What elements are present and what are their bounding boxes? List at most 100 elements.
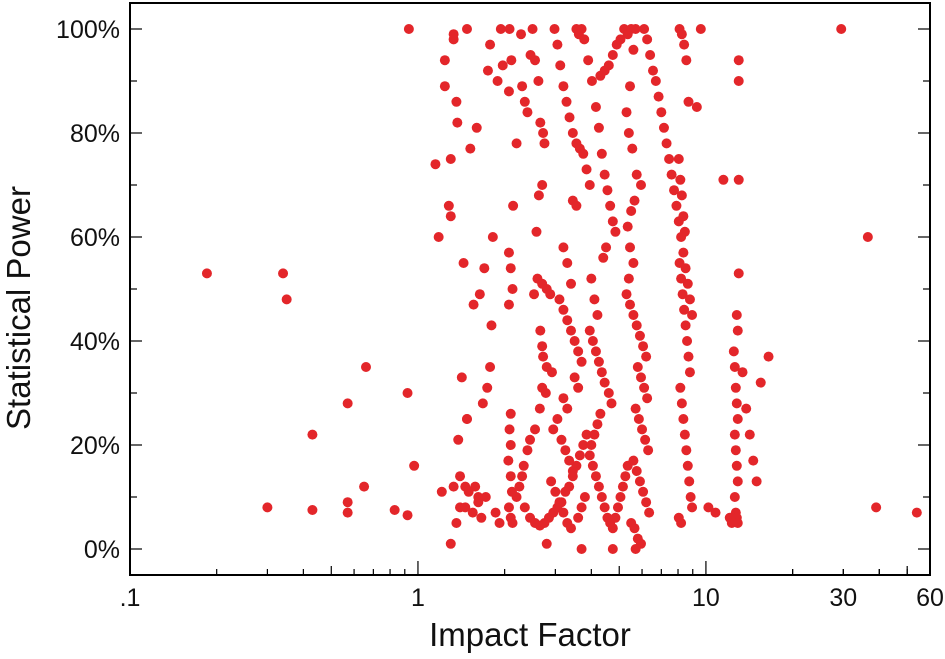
data-point — [560, 445, 571, 456]
x-tick-label: 1 — [411, 584, 425, 612]
y-tick-label: 80% — [70, 120, 120, 148]
data-point — [607, 523, 618, 534]
x-tick-label: 30 — [829, 584, 857, 612]
y-axis-ticks — [130, 28, 930, 550]
data-point — [656, 107, 667, 118]
data-point — [430, 159, 441, 170]
data-point — [679, 429, 690, 440]
data-point — [592, 310, 603, 320]
data-point — [530, 55, 541, 66]
data-point — [581, 429, 592, 440]
data-point — [911, 507, 922, 518]
data-point — [497, 60, 508, 71]
data-point — [584, 450, 595, 461]
data-point — [503, 86, 514, 97]
data-point — [691, 102, 702, 112]
data-point — [683, 351, 694, 362]
data-point — [480, 492, 491, 502]
data-point — [681, 445, 692, 456]
data-point — [558, 393, 569, 404]
data-point — [639, 24, 650, 34]
data-point — [599, 502, 610, 513]
data-point — [468, 299, 479, 310]
data-point — [538, 128, 549, 138]
data-point — [601, 242, 612, 253]
data-point — [511, 138, 522, 149]
data-point — [451, 96, 462, 107]
data-point — [589, 429, 600, 440]
data-point — [678, 414, 689, 424]
data-point — [658, 122, 669, 133]
data-point — [445, 538, 456, 549]
plot-frame — [129, 2, 931, 576]
data-point — [615, 492, 626, 502]
data-point — [460, 502, 471, 513]
data-point — [677, 289, 688, 300]
data-point — [631, 320, 642, 331]
data-point — [587, 460, 598, 471]
data-point — [564, 112, 575, 123]
data-point — [683, 96, 694, 107]
data-point — [733, 268, 744, 279]
data-point — [516, 29, 527, 40]
data-point — [522, 445, 533, 456]
data-point — [596, 148, 607, 159]
data-point — [541, 538, 552, 549]
data-points — [201, 24, 922, 554]
data-point — [262, 502, 273, 513]
data-point — [638, 486, 649, 497]
data-point — [637, 424, 648, 435]
data-point — [485, 362, 496, 372]
data-point — [443, 200, 454, 211]
data-point — [505, 263, 516, 274]
data-point — [490, 507, 501, 518]
data-point — [687, 310, 698, 320]
data-point — [676, 273, 687, 284]
data-point — [676, 518, 687, 528]
data-point — [730, 445, 741, 456]
data-point — [486, 320, 497, 331]
data-point — [607, 216, 618, 227]
data-point — [517, 81, 528, 92]
data-point — [603, 60, 614, 71]
data-point — [465, 143, 476, 154]
data-point — [562, 258, 573, 268]
data-point — [573, 346, 584, 357]
data-point — [599, 377, 610, 388]
data-point — [461, 414, 472, 424]
y-tick-label: 20% — [70, 432, 120, 460]
data-point — [573, 512, 584, 523]
y-tick-label: 100% — [56, 16, 120, 44]
data-point — [629, 195, 640, 206]
data-point — [514, 481, 525, 492]
data-point — [731, 460, 742, 471]
data-point — [684, 367, 695, 378]
data-point — [610, 512, 621, 523]
data-point — [653, 91, 664, 102]
data-point — [506, 55, 517, 66]
x-tick-label: .1 — [120, 584, 141, 612]
data-point — [607, 544, 618, 554]
data-point — [612, 502, 623, 513]
data-point — [556, 434, 567, 445]
data-point — [505, 471, 516, 482]
data-point — [564, 481, 575, 492]
data-point — [666, 169, 677, 180]
data-point — [566, 325, 577, 336]
data-point — [679, 304, 690, 315]
data-point — [558, 81, 569, 92]
data-point — [598, 252, 609, 263]
data-point — [681, 55, 692, 66]
data-point — [733, 55, 744, 66]
data-point — [605, 200, 616, 211]
data-point — [584, 325, 595, 336]
data-point — [676, 190, 687, 201]
data-point — [562, 315, 573, 326]
data-point — [676, 398, 687, 409]
data-point — [626, 206, 637, 216]
data-point — [576, 356, 587, 367]
data-point — [595, 408, 606, 419]
data-point — [546, 367, 557, 378]
data-point — [641, 497, 652, 508]
data-point — [537, 341, 548, 352]
